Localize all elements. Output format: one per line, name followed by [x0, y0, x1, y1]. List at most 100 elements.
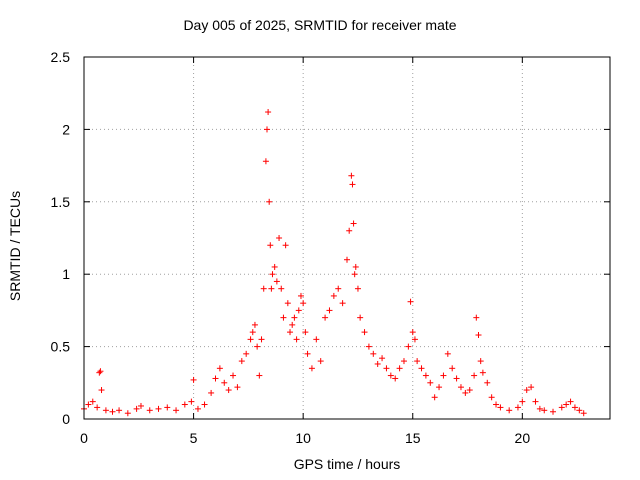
y-tick-label: 2.5: [51, 49, 71, 65]
data-point: [278, 285, 285, 292]
data-point: [444, 350, 451, 357]
x-axis-label: GPS time / hours: [293, 456, 401, 472]
y-tick-label: 0.5: [51, 339, 71, 355]
data-point: [230, 372, 237, 379]
data-point: [249, 329, 256, 336]
data-point: [276, 235, 283, 241]
data-point: [339, 300, 346, 307]
data-point: [317, 358, 324, 365]
data-point: [94, 404, 101, 411]
data-point: [514, 404, 521, 411]
data-point: [258, 336, 265, 343]
data-point: [221, 379, 228, 386]
data-point: [269, 271, 276, 278]
data-point: [116, 407, 123, 414]
grid-lines: [84, 57, 610, 419]
data-point: [348, 172, 355, 179]
data-point: [405, 343, 412, 350]
data-point: [436, 384, 443, 391]
data-point: [409, 329, 416, 336]
data-point: [387, 372, 394, 379]
data-point: [349, 181, 356, 188]
data-point: [392, 375, 399, 382]
data-point: [137, 402, 144, 409]
data-point: [190, 376, 197, 383]
data-point: [558, 404, 565, 411]
x-tick-label: 20: [515, 430, 531, 446]
y-tick-label: 1: [62, 266, 70, 282]
plot-border: [83, 56, 611, 420]
data-point: [400, 358, 407, 365]
data-point: [326, 307, 333, 314]
data-point: [497, 404, 504, 411]
data-point: [268, 285, 275, 292]
data-point: [313, 336, 320, 343]
x-tick-label: 10: [295, 430, 311, 446]
data-point: [295, 307, 302, 314]
data-point: [291, 314, 298, 321]
data-point: [457, 384, 464, 391]
data-point: [173, 407, 180, 414]
data-point: [89, 398, 96, 405]
data-point: [260, 285, 267, 292]
data-point: [302, 329, 309, 336]
data-point: [453, 375, 460, 382]
data-point: [471, 372, 478, 379]
data-point: [550, 408, 557, 415]
data-point: [146, 407, 153, 414]
data-point: [133, 405, 140, 412]
data-point: [351, 271, 358, 278]
data-point: [181, 401, 188, 408]
data-point: [201, 401, 208, 408]
y-tick-label: 1.5: [51, 194, 71, 210]
data-point: [357, 314, 364, 321]
data-point: [427, 379, 434, 386]
data-point: [254, 343, 261, 350]
data-point: [350, 220, 357, 227]
data-point: [576, 407, 583, 414]
data-point: [264, 126, 271, 133]
data-point: [488, 394, 495, 401]
data-point: [352, 263, 359, 270]
data-point: [462, 389, 469, 396]
data-point: [304, 350, 311, 357]
data-point: [322, 314, 329, 321]
data-point: [541, 407, 548, 414]
data-point: [96, 369, 103, 376]
data-point: [411, 336, 418, 343]
data-point: [418, 365, 425, 372]
data-point: [293, 336, 300, 343]
data-point: [265, 109, 272, 116]
data-point: [188, 398, 195, 405]
data-point: [567, 398, 574, 405]
data-point: [216, 365, 223, 372]
data-point: [273, 278, 280, 285]
data-point: [238, 358, 245, 365]
data-point: [287, 329, 294, 336]
y-tick-label: 2: [62, 121, 70, 137]
data-point: [164, 404, 171, 411]
data-point: [289, 321, 296, 328]
data-point: [370, 350, 377, 357]
axis-ticks: 0 5 10 15 20 0 0.5 1 1.5 2 2.5: [51, 49, 610, 446]
data-point: [346, 227, 353, 234]
data-point: [473, 314, 480, 321]
data-point: [297, 292, 304, 299]
data-point: [282, 242, 289, 249]
data-point: [571, 404, 578, 411]
data-points: [81, 109, 587, 417]
data-point: [243, 350, 250, 357]
data-point: [280, 314, 287, 321]
data-point: [506, 407, 513, 414]
data-point: [262, 158, 269, 165]
data-point: [493, 401, 500, 408]
data-point: [102, 407, 109, 414]
data-point: [407, 298, 414, 305]
data-point: [271, 263, 278, 270]
data-point: [519, 398, 526, 405]
data-point: [98, 387, 105, 394]
data-point: [225, 387, 232, 394]
data-point: [266, 198, 273, 205]
data-point: [247, 336, 254, 343]
